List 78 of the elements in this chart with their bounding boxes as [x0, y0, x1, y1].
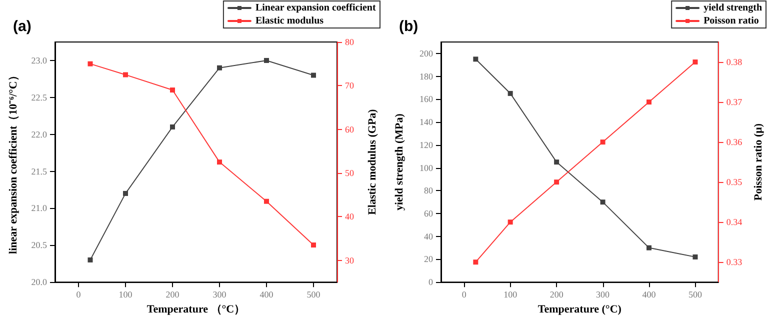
point	[646, 100, 652, 105]
x-tick-label: 400	[642, 290, 656, 300]
y-tick-label: 23.0	[31, 55, 48, 66]
y-tick-label: 22.5	[31, 92, 48, 102]
y2-tick-label: 40	[345, 212, 354, 222]
y2-tick-label: 0.37	[726, 97, 743, 108]
y2-tick-label: 0.36	[726, 137, 743, 148]
y2-axis-title: Poisson ratio (μ)	[752, 123, 764, 201]
x-tick-label: 100	[504, 290, 518, 300]
point	[170, 124, 175, 130]
x-tick-label: 500	[306, 290, 321, 300]
chart-title: (b)	[399, 18, 418, 35]
y-axis-title: yield strength (MPa)	[394, 113, 406, 211]
x-axis-title: Temperature (°C)	[538, 304, 622, 316]
point	[264, 198, 269, 204]
x-tick-label: 200	[166, 290, 180, 300]
y-tick-label: 20.0	[31, 277, 48, 288]
x-tick-label: 0	[76, 290, 82, 300]
x-tick-label: 100	[118, 290, 133, 300]
point	[508, 90, 513, 96]
point	[600, 140, 606, 145]
y-tick-label: 21.5	[31, 166, 48, 176]
y-tick-label: 140	[420, 117, 434, 128]
y2-tick-label: 0.35	[726, 177, 743, 188]
y-tick-label: 22.0	[31, 129, 48, 140]
point	[508, 220, 513, 225]
y2-tick-label: 0.33	[726, 257, 743, 268]
y-tick-label: 21.0	[31, 203, 48, 214]
point	[554, 180, 560, 185]
point	[692, 60, 698, 65]
y-tick-label: 120	[420, 140, 434, 150]
point	[600, 200, 606, 205]
y2-tick-label: 0.34	[726, 217, 743, 228]
point	[123, 72, 128, 78]
point	[88, 257, 93, 262]
y-tick-label: 180	[420, 71, 434, 82]
y-tick-label: 80	[424, 186, 434, 196]
point	[123, 190, 128, 196]
point	[692, 254, 698, 260]
legend-label: Linear expansion coefficient	[255, 2, 376, 14]
y-axis-title: linear expansion coefficient（10⁻⁶/°C）	[8, 70, 20, 254]
point	[217, 160, 222, 165]
point	[646, 245, 652, 250]
y-tick-label: 100	[420, 162, 434, 173]
x-tick-label: 200	[550, 290, 564, 300]
y2-tick-label: 30	[345, 255, 354, 266]
y-tick-label: 160	[420, 94, 434, 104]
y2-tick-label: 60	[345, 124, 354, 134]
x-tick-label: 0	[462, 290, 467, 300]
point	[554, 160, 560, 165]
point	[264, 58, 269, 63]
y-tick-label: 60	[424, 208, 434, 218]
x-tick-label: 300	[212, 290, 227, 300]
point	[311, 242, 316, 248]
chart-title: (a)	[13, 18, 32, 35]
x-tick-label: 500	[688, 290, 702, 300]
x-tick-label: 400	[260, 290, 274, 300]
y2-tick-label: 70	[345, 80, 354, 91]
y2-tick-label: 80	[345, 37, 354, 47]
legend-label: yield strength	[704, 2, 762, 14]
point	[473, 56, 478, 62]
legend-label: Elastic modulus	[255, 16, 324, 26]
y-tick-label: 0	[428, 277, 434, 288]
y-tick-label: 20.5	[31, 240, 48, 250]
x-tick-label: 300	[596, 290, 610, 300]
y-tick-label: 40	[424, 231, 434, 242]
y2-axis-title: Elastic modulus (GPa)	[366, 108, 378, 215]
point	[88, 61, 93, 66]
y-tick-label: 200	[420, 48, 434, 58]
y2-tick-label: 50	[345, 168, 354, 178]
point	[217, 65, 222, 70]
y-tick-label: 20	[424, 254, 434, 264]
y2-tick-label: 0.38	[726, 57, 743, 68]
legend-label: Poisson ratio	[704, 16, 759, 26]
point	[170, 88, 175, 93]
point	[311, 72, 316, 78]
x-axis-title: Temperature （°C）	[146, 304, 246, 316]
point	[473, 260, 478, 265]
